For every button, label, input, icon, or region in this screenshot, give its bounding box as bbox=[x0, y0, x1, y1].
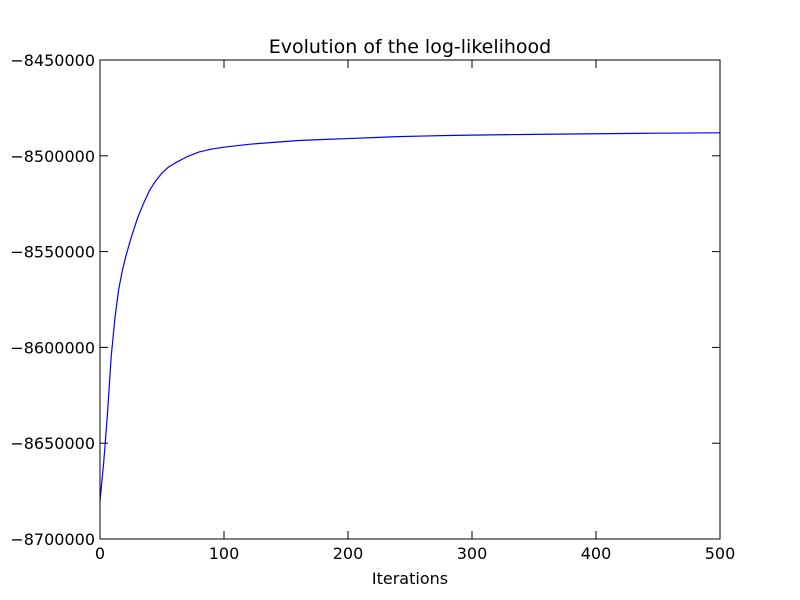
x-tick-label: 300 bbox=[457, 544, 488, 563]
y-tick-label: −8600000 bbox=[10, 338, 95, 357]
y-tick-label: −8650000 bbox=[10, 434, 95, 453]
plot-frame bbox=[99, 59, 721, 540]
x-tick-label: 0 bbox=[95, 544, 105, 563]
chart-title: Evolution of the log-likelihood bbox=[269, 36, 552, 58]
x-tick-label: 500 bbox=[705, 544, 736, 563]
x-tick-label: 400 bbox=[581, 544, 612, 563]
y-tick-label: −8550000 bbox=[10, 243, 95, 262]
series-line-0 bbox=[99, 132, 721, 501]
plot-background bbox=[100, 60, 720, 539]
y-tick-label: −8450000 bbox=[10, 51, 95, 70]
x-axis-label: Iterations bbox=[372, 569, 448, 588]
y-tick-label: −8500000 bbox=[10, 147, 95, 166]
y-tick-label: −8700000 bbox=[10, 530, 95, 549]
x-tick-label: 200 bbox=[333, 544, 364, 563]
x-tick-label: 100 bbox=[209, 544, 240, 563]
plot-area: 0 100 200 300 400 500 −8700000 −8650000 −8600000… bbox=[10, 51, 735, 563]
